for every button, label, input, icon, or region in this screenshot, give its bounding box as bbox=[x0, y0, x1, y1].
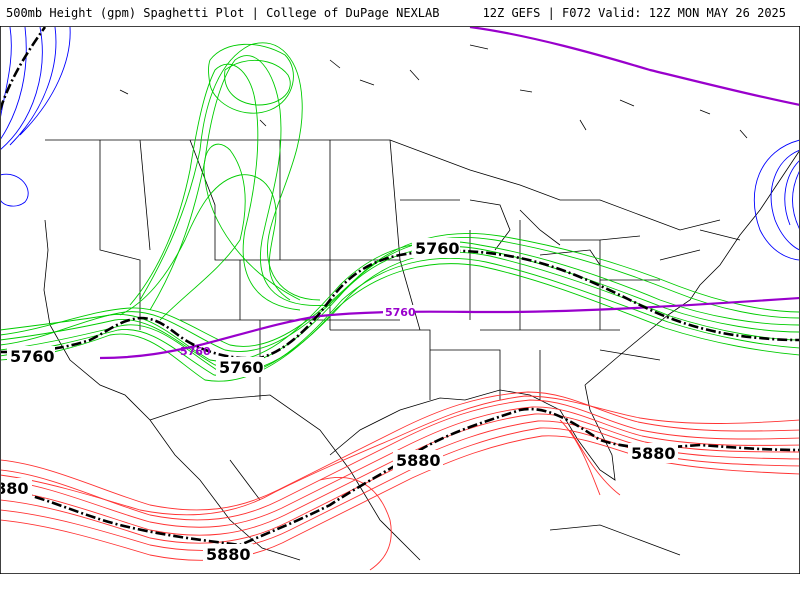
member-5880 bbox=[1, 399, 799, 521]
contour-labels: 5760 5760 5760 5760 5760 5880 5880 5880 … bbox=[0, 238, 678, 564]
trough-contours bbox=[1, 27, 799, 261]
member-5760 bbox=[1, 240, 799, 362]
label-bg bbox=[203, 544, 253, 564]
member-5760-cutoff bbox=[119, 174, 291, 316]
member-5760 bbox=[1, 251, 799, 374]
climo-north-line bbox=[469, 27, 799, 106]
member-5760-cutoff bbox=[139, 42, 321, 301]
member-5760 bbox=[1, 257, 799, 377]
member-5760 bbox=[1, 263, 799, 382]
climo-5760-label-west: 5760 bbox=[180, 345, 211, 358]
label-bg bbox=[393, 450, 443, 470]
climo-5760-label-east: 5760 bbox=[385, 306, 416, 319]
cuba-outline bbox=[549, 524, 681, 556]
ensemble-5760-members bbox=[1, 42, 799, 382]
mean-5880-label-south: 5880 bbox=[206, 545, 251, 564]
mean-5760-label-center: 5760 bbox=[219, 358, 264, 377]
member-5880 bbox=[1, 395, 799, 516]
label-bg bbox=[1, 478, 32, 498]
member-5880 bbox=[559, 419, 621, 496]
map-frame bbox=[0, 26, 800, 574]
mexico-outline bbox=[149, 394, 421, 561]
canada-border bbox=[45, 139, 721, 231]
mean-5880-label-center: 5880 bbox=[396, 451, 441, 470]
member-5760-cutoff bbox=[208, 43, 294, 114]
mean-nw-trough-line bbox=[1, 27, 47, 111]
mean-5880-label-east: 5880 bbox=[631, 444, 676, 463]
member-5760-cutoff bbox=[149, 55, 331, 311]
mean-5760-label-north: 5760 bbox=[415, 239, 460, 258]
coastline-atlantic bbox=[584, 150, 799, 386]
map-plot: 5760 5760 5760 5760 5760 5880 5880 5880 … bbox=[0, 26, 800, 574]
mean-5880-label-west: 5880 bbox=[0, 479, 29, 498]
trough-contour-nw-loop bbox=[1, 173, 29, 207]
climo-5760-line bbox=[99, 296, 799, 360]
member-5760-cutoff bbox=[129, 63, 301, 311]
coastline-gulf bbox=[329, 384, 616, 481]
label-bg bbox=[7, 346, 55, 366]
member-5760 bbox=[1, 232, 799, 347]
label-bg bbox=[412, 238, 460, 258]
trough-contour-nw bbox=[1, 27, 71, 150]
member-5760-cutoff bbox=[159, 143, 301, 321]
trough-contour-ne bbox=[753, 139, 799, 261]
member-5880 bbox=[1, 406, 799, 528]
label-bg bbox=[383, 305, 415, 319]
member-5760 bbox=[1, 245, 799, 367]
label-bg bbox=[216, 357, 264, 377]
header-bar: 500mb Height (gpm) Spaghetti Plot | Coll… bbox=[0, 0, 800, 26]
climatology-contours bbox=[99, 27, 799, 360]
state-lines-central bbox=[330, 139, 560, 400]
great-lakes bbox=[469, 199, 641, 266]
model-valid-time: 12Z GEFS | F072 Valid: 12Z MON MAY 26 20… bbox=[482, 6, 786, 20]
basemap bbox=[43, 44, 799, 561]
canada-islands bbox=[119, 44, 748, 139]
coastline-pacific bbox=[43, 219, 301, 561]
member-5880 bbox=[1, 391, 799, 511]
plot-title: 500mb Height (gpm) Spaghetti Plot | Coll… bbox=[6, 6, 440, 20]
member-5760-cutoff bbox=[224, 59, 291, 106]
label-bg bbox=[628, 443, 678, 463]
member-5880 bbox=[319, 476, 392, 571]
mean-5760-label-west: 5760 bbox=[10, 347, 55, 366]
